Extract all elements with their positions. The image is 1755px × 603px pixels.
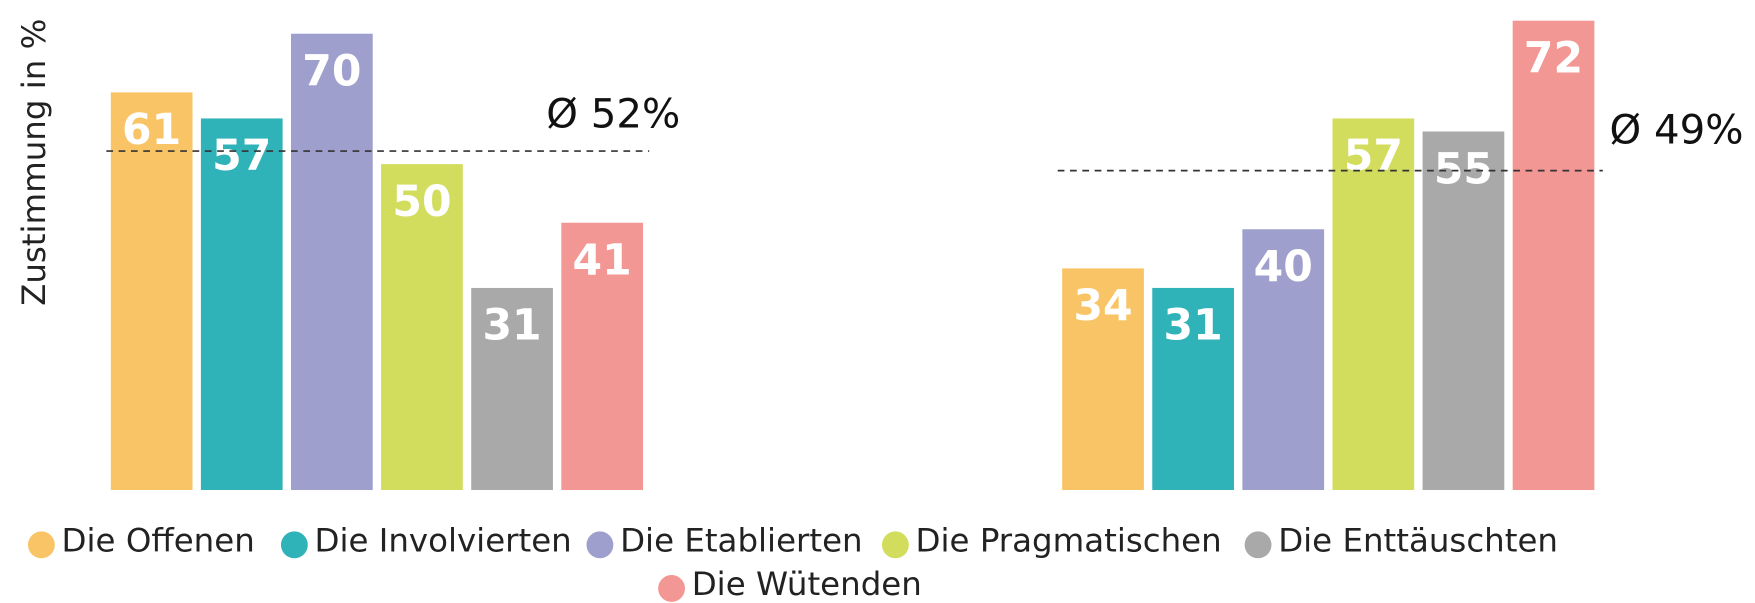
legend-swatch: [27, 531, 55, 559]
bar: [1422, 131, 1505, 491]
bar: [1332, 118, 1415, 491]
legend-swatch: [881, 531, 909, 559]
bar: [471, 287, 553, 491]
legend-swatch: [280, 531, 308, 559]
legend-label: Die Offenen: [62, 522, 255, 560]
legend-label: Die Etablierten: [620, 522, 863, 560]
value-label: 31: [482, 302, 541, 351]
legend-swatch: [658, 575, 685, 602]
value-label: 72: [1524, 34, 1583, 83]
value-label: 40: [1254, 243, 1313, 292]
value-label: 31: [1164, 302, 1223, 351]
value-label: 34: [1073, 282, 1132, 331]
value-label: 61: [122, 106, 181, 155]
value-label: 41: [573, 237, 632, 286]
bar: [200, 118, 283, 491]
y-axis-label: Zustimmung in %: [15, 19, 53, 306]
legend-label: Die Pragmatischen: [916, 522, 1222, 560]
legend-swatch: [586, 531, 614, 559]
average-label: Ø 49%: [1609, 108, 1743, 154]
legend-swatch: [1244, 531, 1272, 559]
average-label: Ø 52%: [546, 91, 680, 137]
bar: [1062, 268, 1144, 491]
value-label: 50: [392, 178, 451, 227]
value-label: 70: [302, 47, 361, 96]
bar: [561, 222, 644, 491]
bar: [381, 164, 463, 491]
bar: [291, 33, 373, 491]
value-label: 57: [212, 132, 271, 181]
bar: [1242, 229, 1325, 491]
bar: [110, 92, 193, 491]
legend-label: Die Involvierten: [315, 522, 572, 560]
legend-label: Die Enttäuschten: [1278, 522, 1558, 560]
bar: [1512, 20, 1595, 491]
legend-label: Die Wütenden: [692, 565, 922, 603]
bar: [1152, 287, 1234, 491]
value-label: 57: [1344, 132, 1403, 181]
